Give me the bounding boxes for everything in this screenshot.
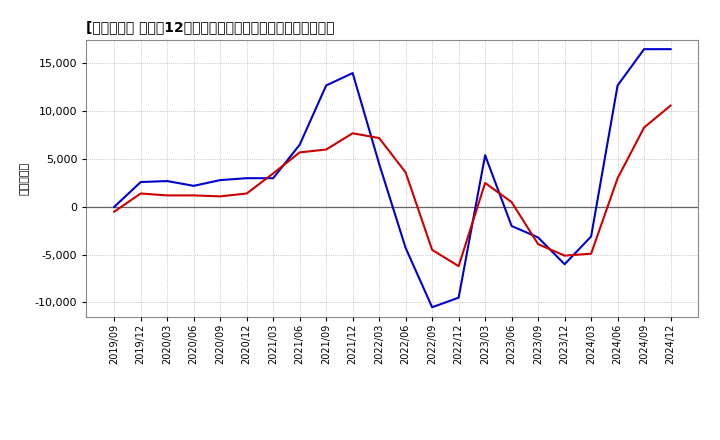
当期純利益 bbox=[454, 264, 463, 269]
Y-axis label: （百万円）: （百万円） bbox=[19, 161, 30, 195]
当期純利益 bbox=[587, 251, 595, 257]
経常利益 bbox=[454, 295, 463, 301]
当期純利益 bbox=[216, 194, 225, 199]
当期純利益 bbox=[295, 150, 304, 155]
当期純利益 bbox=[136, 191, 145, 196]
経常利益 bbox=[110, 204, 119, 209]
経常利益 bbox=[322, 83, 330, 88]
当期純利益 bbox=[428, 247, 436, 253]
Line: 経常利益: 経常利益 bbox=[114, 49, 670, 307]
当期純利益 bbox=[666, 103, 675, 108]
経常利益 bbox=[216, 177, 225, 183]
当期純利益 bbox=[640, 125, 649, 130]
当期純利益 bbox=[560, 253, 569, 258]
経常利益 bbox=[560, 262, 569, 267]
当期純利益 bbox=[189, 193, 198, 198]
当期純利益 bbox=[401, 170, 410, 175]
当期純利益 bbox=[163, 193, 171, 198]
経常利益 bbox=[534, 235, 542, 240]
当期純利益 bbox=[269, 171, 277, 176]
経常利益 bbox=[481, 153, 490, 158]
経常利益 bbox=[401, 246, 410, 251]
当期純利益 bbox=[481, 180, 490, 186]
経常利益 bbox=[189, 183, 198, 188]
Line: 当期純利益: 当期純利益 bbox=[114, 106, 670, 266]
当期純利益 bbox=[375, 136, 384, 141]
当期純利益 bbox=[508, 199, 516, 205]
経常利益 bbox=[348, 70, 357, 76]
当期純利益 bbox=[322, 147, 330, 152]
経常利益 bbox=[587, 234, 595, 239]
当期純利益 bbox=[110, 209, 119, 214]
経常利益 bbox=[428, 304, 436, 310]
当期純利益 bbox=[534, 242, 542, 247]
経常利益 bbox=[295, 142, 304, 147]
経常利益 bbox=[640, 47, 649, 52]
経常利益 bbox=[375, 161, 384, 166]
経常利益 bbox=[666, 47, 675, 52]
当期純利益 bbox=[348, 131, 357, 136]
経常利益 bbox=[163, 179, 171, 184]
当期純利益 bbox=[613, 176, 622, 181]
経常利益 bbox=[613, 83, 622, 88]
Text: [５９４７］ 利益の12か月移動合計の対前年同期増減額の推移: [５９４７］ 利益の12か月移動合計の対前年同期増減額の推移 bbox=[86, 20, 335, 34]
当期純利益 bbox=[243, 191, 251, 196]
経常利益 bbox=[508, 224, 516, 229]
経常利益 bbox=[136, 180, 145, 185]
経常利益 bbox=[269, 176, 277, 181]
経常利益 bbox=[243, 176, 251, 181]
